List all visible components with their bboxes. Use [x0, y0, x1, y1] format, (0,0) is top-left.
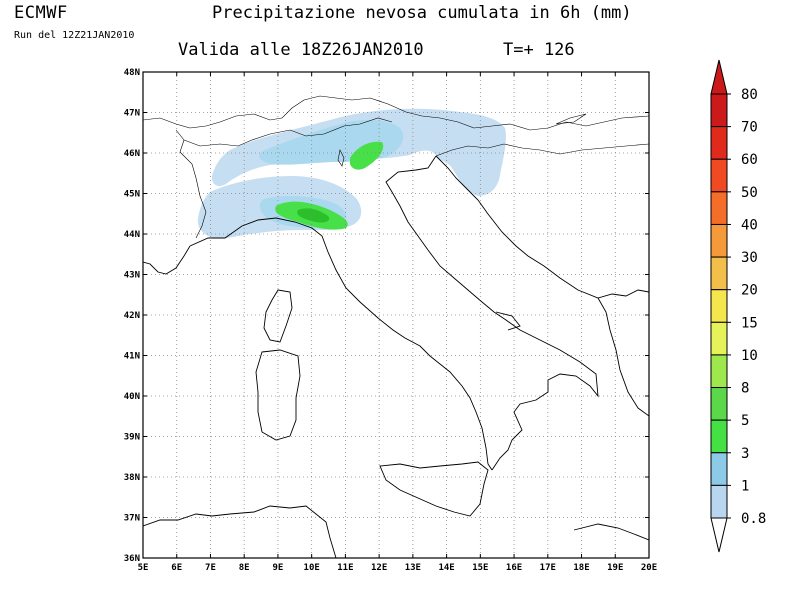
colorbar-label: 15: [741, 315, 758, 331]
colorbar: 0.8 1 3 5 8 10 15 20 30 40 50 60 70 80: [710, 59, 766, 553]
colorbar-swatch: [710, 321, 728, 356]
lat-label: 37N: [124, 514, 140, 524]
lat-label: 47N: [124, 109, 140, 119]
snow-zone-trentino: [350, 141, 384, 170]
valid-time: Valida alle 18Z26JAN2010: [178, 40, 424, 60]
colorbar-swatch: [710, 387, 728, 421]
colorbar-cap-bottom: [710, 517, 728, 553]
coast-africa-east: [573, 523, 649, 541]
lat-label: 38N: [124, 473, 140, 483]
coastlines: [143, 95, 649, 558]
colorbar-swatch: [710, 158, 728, 193]
coast-corsica: [263, 289, 293, 343]
coast-tyrrhenian: [189, 217, 493, 471]
run-info: Run del 12Z21JAN2010: [14, 30, 135, 41]
colorbar-label: 40: [741, 217, 758, 233]
colorbar-swatch: [710, 93, 728, 128]
coast-greece: [597, 297, 649, 417]
coast-balkans: [435, 155, 649, 299]
colorbar-label: 8: [741, 381, 749, 397]
border-italy-france: [175, 129, 207, 239]
coast-sicily: [379, 461, 489, 517]
lon-label: 15E: [472, 563, 488, 573]
lat-label: 39N: [124, 433, 140, 443]
colorbar-swatch: [710, 223, 728, 258]
lon-label: 19E: [607, 563, 623, 573]
colorbar-cap-top: [710, 59, 728, 95]
lon-label: 6E: [171, 563, 182, 573]
colorbar-swatch: [710, 354, 728, 389]
lat-label: 48N: [124, 68, 140, 78]
lake-balaton: [555, 113, 587, 125]
lon-label: 9E: [273, 563, 284, 573]
axes: 5E 6E 7E 8E 9E 10E 11E 12E 13E 14E 15E 16E 17E 18E 19E…: [124, 68, 657, 573]
coast-france: [143, 245, 191, 275]
graticule: [143, 72, 649, 558]
colorbar-swatch: [710, 484, 728, 519]
chart-title: Precipitazione nevosa cumulata in 6h (mm…: [212, 3, 632, 23]
colorbar-label: 50: [741, 185, 758, 201]
lat-label: 43N: [124, 271, 140, 281]
lon-label: 7E: [205, 563, 216, 573]
lon-label: 17E: [540, 563, 556, 573]
colorbar-swatch: [710, 452, 728, 486]
lat-label: 46N: [124, 149, 140, 159]
colorbar-label: 30: [741, 250, 758, 266]
colorbar-swatch: [710, 289, 728, 323]
colorbar-label: 20: [741, 283, 758, 299]
coast-africa: [143, 505, 337, 558]
colorbar-swatch: [710, 256, 728, 291]
lon-label: 13E: [405, 563, 421, 573]
lon-label: 8E: [239, 563, 250, 573]
colorbar-label: 5: [741, 413, 749, 429]
colorbar-label: 10: [741, 348, 758, 364]
border-balkans: [435, 143, 649, 157]
snow-peak-liguria: [297, 208, 330, 223]
lon-label: 10E: [304, 563, 320, 573]
colorbar-label: 60: [741, 152, 758, 168]
colorbar-swatch: [710, 126, 728, 160]
colorbar-swatch: [710, 419, 728, 454]
border-alps: [143, 95, 649, 131]
forecast-step: T=+ 126: [503, 40, 575, 60]
lon-label: 11E: [337, 563, 353, 573]
coast-adriatic: [385, 155, 599, 471]
lat-label: 44N: [124, 230, 140, 240]
lat-label: 40N: [124, 392, 140, 402]
colorbar-label: 3: [741, 446, 749, 462]
lon-label: 14E: [438, 563, 454, 573]
lat-label: 45N: [124, 190, 140, 200]
colorbar-label: 70: [741, 120, 758, 136]
border-italy-switzerland: [183, 117, 393, 147]
lon-label: 20E: [641, 563, 657, 573]
colorbar-swatch: [710, 191, 728, 225]
coast-sardinia: [255, 349, 301, 441]
lon-label: 12E: [371, 563, 387, 573]
lon-label: 16E: [506, 563, 522, 573]
colorbar-label: 80: [741, 87, 758, 103]
colorbar-label: 1: [741, 478, 749, 494]
lake-garda: [337, 149, 345, 167]
lat-label: 36N: [124, 554, 140, 564]
lat-label: 42N: [124, 311, 140, 321]
coast-gargano: [495, 311, 521, 331]
colorbar-label: 0.8: [741, 511, 766, 527]
model-brand: ECMWF: [14, 3, 68, 23]
lon-label: 18E: [573, 563, 589, 573]
lon-label: 5E: [138, 563, 149, 573]
lat-label: 41N: [124, 352, 140, 362]
snowfall-shading: [197, 108, 506, 239]
